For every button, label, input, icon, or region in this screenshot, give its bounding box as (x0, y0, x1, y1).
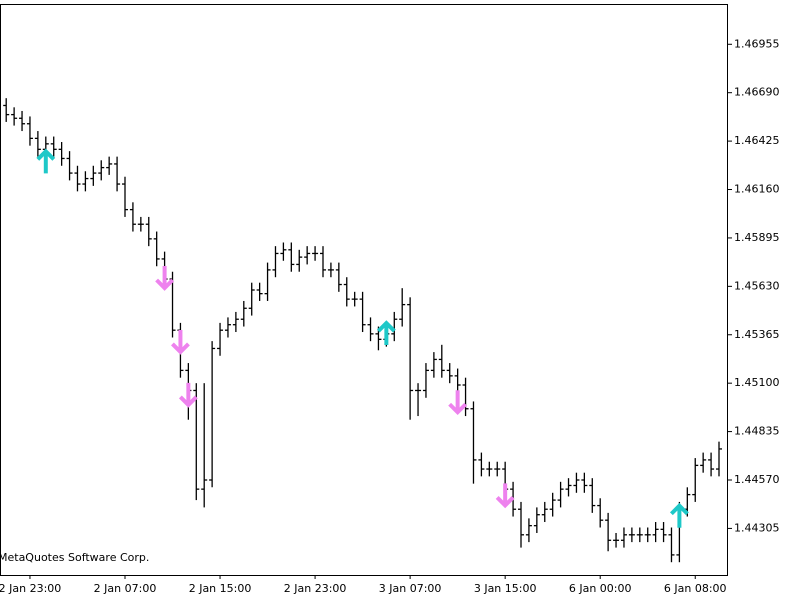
watermark: MetaQuotes Software Corp. (0, 551, 149, 564)
y-tick-label: 1.46160 (734, 183, 780, 196)
y-tick-label: 1.45895 (734, 231, 780, 244)
y-tick-label: 1.44305 (734, 521, 780, 534)
x-tick-label: 2 Jan 15:00 (189, 582, 252, 595)
x-tick-label: 2 Jan 23:00 (284, 582, 347, 595)
down-arrow (448, 390, 468, 416)
y-tick-label: 1.44570 (734, 473, 780, 486)
y-tick-label: 1.44835 (734, 425, 780, 438)
plot-frame (0, 4, 728, 576)
y-tick-label: 1.46425 (734, 134, 780, 147)
down-arrow (171, 329, 190, 355)
down-arrow (178, 382, 198, 408)
up-arrow (669, 502, 689, 528)
y-tick-label: 1.45630 (734, 279, 780, 292)
x-tick-label: 6 Jan 08:00 (664, 582, 727, 595)
down-arrow (155, 266, 175, 291)
x-tick-label: 3 Jan 15:00 (474, 582, 537, 595)
x-tick-label: 6 Jan 00:00 (569, 582, 632, 595)
y-tick-label: 1.45100 (734, 376, 780, 389)
y-tick-label: 1.46955 (734, 37, 780, 50)
x-tick-label: 2 Jan 23:00 (0, 582, 61, 595)
x-tick-label: 2 Jan 07:00 (94, 582, 157, 595)
y-tick-label: 1.45365 (734, 328, 780, 341)
down-arrow (495, 483, 515, 509)
x-tick-label: 3 Jan 07:00 (379, 582, 442, 595)
up-arrow (36, 148, 56, 174)
y-tick-label: 1.46690 (734, 86, 780, 99)
up-arrow (376, 320, 396, 346)
